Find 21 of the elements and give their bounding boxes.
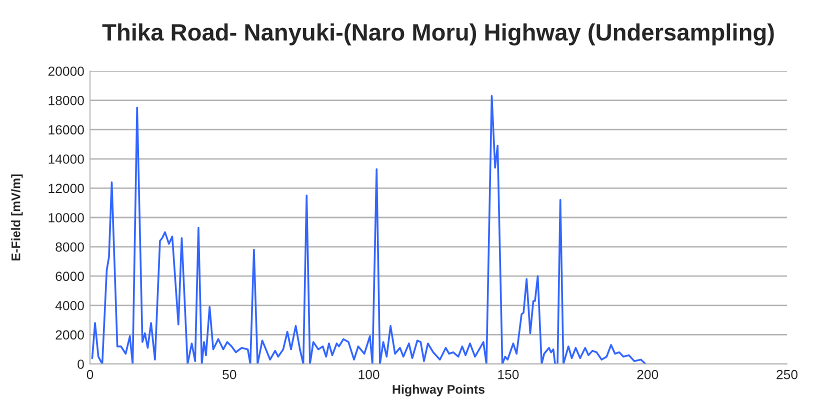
y-tick-label: 0: [78, 360, 84, 369]
line-series: [91, 95, 647, 364]
chart-title: Thika Road- Nanyuki-(Naro Moru) Highway (Undersampling): [102, 23, 774, 46]
y-tick-label: 4000: [55, 300, 84, 310]
x-tick-label: 200: [637, 370, 658, 380]
y-tick-label: 2000: [56, 330, 84, 340]
y-tick-label: 12000: [48, 184, 84, 194]
y-tick-label: 14000: [48, 154, 84, 164]
x-axis-title: Highway Points: [392, 384, 485, 396]
x-tick-label: 150: [498, 370, 519, 380]
y-axis-title: E-Field [mV/m]: [11, 174, 23, 260]
y-tick-label: 20000: [48, 66, 84, 76]
x-tick-label: 100: [358, 370, 380, 380]
x-tick-label: 50: [222, 370, 236, 380]
y-tick-label: 8000: [56, 242, 84, 252]
y-tick-label: 18000: [48, 96, 84, 106]
y-tick-label: 10000: [48, 213, 84, 222]
x-tick-label: 250: [776, 370, 798, 380]
y-tick-label: 6000: [56, 272, 84, 282]
x-tick-label: 0: [86, 370, 94, 380]
y-tick-label: 16000: [48, 125, 84, 135]
